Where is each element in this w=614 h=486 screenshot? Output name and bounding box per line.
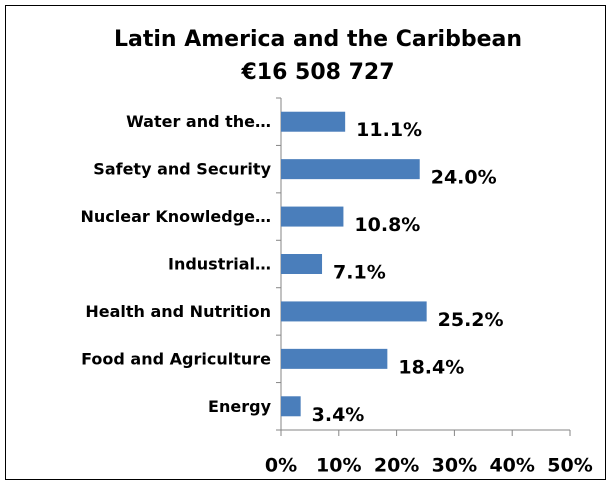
x-tick-label: 10% [316,455,361,477]
x-tick-label: 40% [489,455,534,477]
bar [281,206,344,227]
value-label: 7.1% [333,262,386,284]
value-label: 25.2% [438,309,504,331]
y-tick-label: Food and Agriculture [81,349,271,368]
bar [281,254,323,274]
value-label: 11.1% [356,119,422,141]
x-tick-label: 0% [265,455,297,477]
value-label: 3.4% [312,404,365,426]
x-tick-label: 30% [432,455,477,477]
y-tick-label: Health and Nutrition [85,302,271,321]
chart-frame [5,5,606,480]
y-tick-label: Water and the… [126,112,271,131]
x-tick-label: 50% [547,455,592,477]
x-tick-label: 20% [374,455,419,477]
bar [281,301,427,322]
bar [281,159,420,180]
y-tick-label: Industrial… [168,255,271,274]
bar [281,396,301,417]
y-tick-label: Safety and Security [93,160,271,179]
chart-subtitle: €16 508 727 [240,60,394,85]
value-label: 18.4% [398,356,464,378]
chart-title: Latin America and the Caribbean [114,27,522,52]
value-label: 24.0% [431,167,497,189]
value-label: 10.8% [354,214,420,236]
y-tick-label: Nuclear Knowledge… [80,207,271,226]
bar [281,348,388,369]
bar [281,111,346,132]
y-tick-label: Energy [208,397,272,416]
